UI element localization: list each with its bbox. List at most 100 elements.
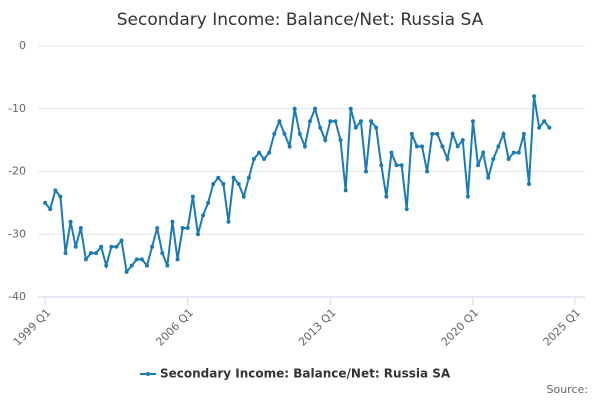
data-point <box>165 263 170 268</box>
chart-title: Secondary Income: Balance/Net: Russia SA <box>117 10 484 30</box>
data-point <box>384 194 389 199</box>
data-point <box>430 131 435 136</box>
data-point <box>206 200 211 205</box>
legend-label: Secondary Income: Balance/Net: Russia SA <box>160 367 451 381</box>
data-point <box>99 244 104 249</box>
data-point <box>114 244 119 249</box>
data-point <box>414 144 419 149</box>
data-point <box>409 131 414 136</box>
data-point <box>455 144 460 149</box>
data-point <box>282 131 287 136</box>
data-point <box>353 125 358 130</box>
data-point <box>465 194 470 199</box>
data-point <box>481 150 486 155</box>
data-point <box>542 119 547 124</box>
data-point <box>201 213 206 218</box>
data-point <box>139 257 144 262</box>
data-point <box>134 257 139 262</box>
data-point <box>292 106 297 111</box>
data-point <box>257 150 262 155</box>
data-point <box>155 225 160 230</box>
data-point <box>144 263 149 268</box>
data-point <box>216 175 221 180</box>
data-point <box>262 156 267 161</box>
data-point <box>328 119 333 124</box>
data-point <box>241 194 246 199</box>
data-point <box>425 169 430 174</box>
data-point <box>343 188 348 193</box>
data-point <box>532 94 537 99</box>
y-tick-label: -20 <box>8 165 26 178</box>
data-point <box>511 150 516 155</box>
data-point <box>460 138 465 143</box>
data-point <box>221 182 226 187</box>
data-point <box>78 225 83 230</box>
data-point <box>297 131 302 136</box>
data-point <box>338 138 343 143</box>
x-tick-label: 2006 Q1 <box>153 306 196 349</box>
x-tick-label: 2013 Q1 <box>296 306 339 349</box>
data-point <box>109 244 114 249</box>
data-point <box>318 125 323 130</box>
data-point <box>160 251 165 256</box>
data-point <box>226 219 231 224</box>
data-point <box>195 232 200 237</box>
data-point <box>185 225 190 230</box>
data-point <box>440 144 445 149</box>
x-tick-label: 2025 Q1 <box>541 306 584 349</box>
data-point <box>170 219 175 224</box>
series-line <box>44 96 551 275</box>
data-point <box>501 131 506 136</box>
data-point <box>521 131 526 136</box>
data-point <box>267 150 272 155</box>
data-point <box>516 150 521 155</box>
data-point <box>435 131 440 136</box>
data-point <box>175 257 180 262</box>
data-point <box>399 163 404 168</box>
data-point <box>246 175 251 180</box>
data-point <box>476 163 481 168</box>
data-point <box>363 169 368 174</box>
data-point <box>394 163 399 168</box>
data-point <box>180 225 185 230</box>
data-point <box>236 182 241 187</box>
data-point <box>211 182 216 187</box>
data-point <box>119 238 124 243</box>
data-point <box>470 119 475 124</box>
data-point <box>58 194 63 199</box>
data-point <box>129 263 134 268</box>
data-point <box>43 200 48 205</box>
data-point <box>389 150 394 155</box>
data-point <box>486 175 491 180</box>
data-point <box>277 119 282 124</box>
data-point <box>307 119 312 124</box>
data-point <box>404 207 409 212</box>
data-point <box>73 244 78 249</box>
data-point <box>374 125 379 130</box>
data-point <box>63 251 68 256</box>
x-tick-label: 2020 Q1 <box>439 306 482 349</box>
y-tick-label: -10 <box>8 102 26 115</box>
x-tick-label: 1999 Q1 <box>11 306 54 349</box>
data-point <box>369 119 374 124</box>
data-point <box>272 131 277 136</box>
data-point <box>190 194 195 199</box>
data-point <box>348 106 353 111</box>
data-point <box>547 125 552 130</box>
data-point <box>302 144 307 149</box>
data-point <box>506 156 511 161</box>
data-point <box>537 125 542 130</box>
data-point <box>48 207 53 212</box>
data-point <box>68 219 73 224</box>
data-point <box>333 119 338 124</box>
data-point <box>420 144 425 149</box>
data-point <box>313 106 318 111</box>
data-point <box>83 257 88 262</box>
data-point <box>379 163 384 168</box>
source: Source: <box>547 383 589 396</box>
data-point <box>88 251 93 256</box>
data-point <box>496 144 501 149</box>
data-point <box>323 138 328 143</box>
